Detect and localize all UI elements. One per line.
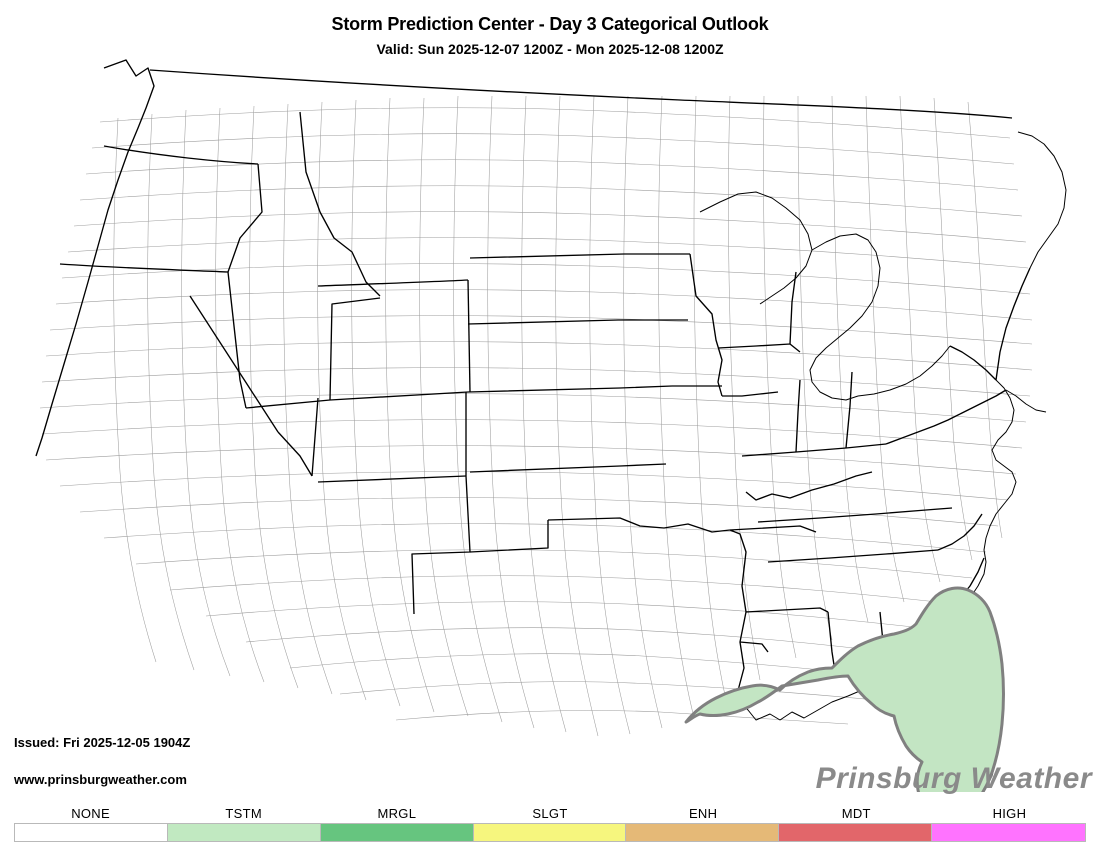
legend-swatch-enh bbox=[626, 824, 780, 841]
legend-swatch-tstm bbox=[167, 824, 321, 841]
outlook-map bbox=[0, 52, 1100, 792]
watermark-label: Prinsburg Weather bbox=[815, 762, 1092, 795]
legend-label-mrgl: MRGL bbox=[377, 806, 417, 821]
legend-label-tstm: TSTM bbox=[225, 806, 262, 821]
legend-color-bar bbox=[14, 823, 1086, 842]
categorical-legend: NONE TSTM MRGL SLGT ENH MDT HIGH bbox=[14, 806, 1086, 846]
legend-label-mdt: MDT bbox=[841, 806, 871, 821]
issued-timestamp: Issued: Fri 2025-12-05 1904Z bbox=[14, 735, 191, 750]
risk-area-layer bbox=[684, 586, 1005, 792]
legend-swatch-mrgl bbox=[320, 824, 474, 841]
legend-label-enh: ENH bbox=[688, 806, 718, 821]
title-block: Storm Prediction Center - Day 3 Categori… bbox=[0, 0, 1100, 57]
legend-swatch-high bbox=[932, 824, 1085, 841]
us-map-svg bbox=[35, 59, 1100, 792]
legend-label-high: HIGH bbox=[992, 806, 1027, 821]
legend-label-row: NONE TSTM MRGL SLGT ENH MDT HIGH bbox=[14, 806, 1086, 823]
legend-label-slgt: SLGT bbox=[532, 806, 568, 821]
legend-swatch-none bbox=[15, 824, 168, 841]
page-title: Storm Prediction Center - Day 3 Categori… bbox=[331, 14, 769, 34]
risk-polygon-tstm bbox=[684, 586, 1005, 792]
legend-label-none: NONE bbox=[71, 806, 110, 821]
legend-swatch-slgt bbox=[473, 824, 627, 841]
legend-swatch-mdt bbox=[779, 824, 933, 841]
website-url: www.prinsburgweather.com bbox=[14, 772, 187, 787]
